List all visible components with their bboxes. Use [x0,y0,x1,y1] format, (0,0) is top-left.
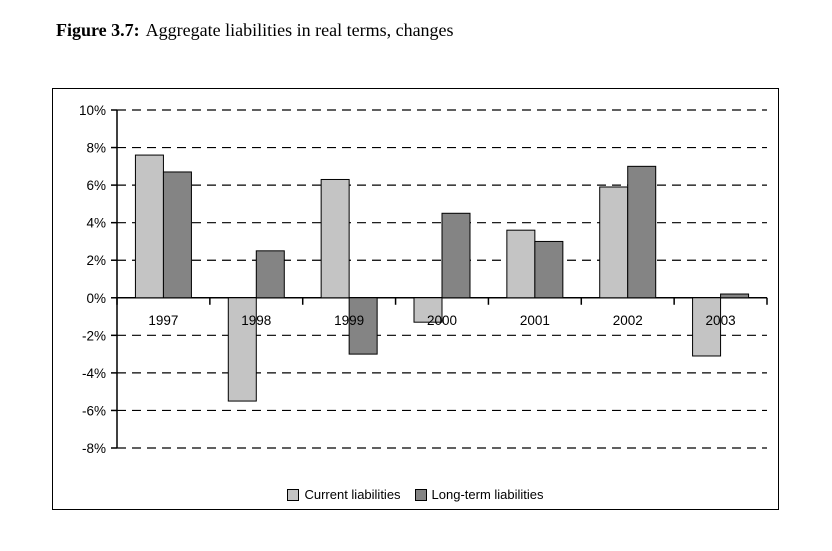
bar-2003-long-term [720,293,750,299]
x-axis-label: 1997 [148,313,178,328]
y-axis-label: 4% [86,216,106,231]
x-axis-label: 1999 [334,313,364,328]
y-axis-label: -6% [82,403,106,418]
figure-number: Figure 3.7: [56,20,140,40]
bar-2002-current [599,186,629,299]
legend-swatch-long-term [414,488,427,501]
bar-1999-current [320,178,350,299]
x-axis-label: 2002 [613,313,643,328]
y-axis-label: -4% [82,366,106,381]
bar-2001-long-term [534,240,564,299]
x-axis-label: 2003 [706,313,736,328]
y-axis-label: 6% [86,178,106,193]
bar-1997-current [134,154,164,299]
bar-2003-current [692,297,722,357]
x-axis-label: 2000 [427,313,457,328]
y-axis-label: 0% [86,291,106,306]
legend-item-current: Current liabilities [287,487,401,502]
figure-title: Figure 3.7: Aggregate liabilities in real… [56,20,454,41]
bar-1997-long-term [162,171,192,299]
figure-caption: Aggregate liabilities in real terms, cha… [145,20,454,40]
bar-chart: 10% 8% 6% 4% 2% 0% -2% -4% -6% -8% 1997 1998 1999 200… [79,103,768,456]
legend-swatch-current [287,488,300,501]
legend-item-long-term: Long-term liabilities [414,487,544,502]
x-axis-label: 2001 [520,313,550,328]
bar-1999-long-term [348,297,378,355]
y-axis-label: 10% [79,103,106,118]
bar-2002-long-term [627,165,657,299]
chart-legend: Current liabilities Long-term liabilitie… [53,487,778,502]
y-axis-label: 2% [86,253,106,268]
legend-label-long-term: Long-term liabilities [431,487,544,502]
bar-2000-current [413,297,443,323]
y-axis-label: -2% [82,328,106,343]
y-axis-label: 8% [86,141,106,156]
x-axis-label: 1998 [241,313,271,328]
bar-2000-long-term [441,212,471,299]
y-axis-label: -8% [82,441,106,456]
bar-2001-current [506,229,536,299]
bar-1998-current [227,297,257,402]
chart-frame: 10% 8% 6% 4% 2% 0% -2% -4% -6% -8% 1997 1998 1999 200… [52,88,779,510]
legend-label-current: Current liabilities [304,487,401,502]
bar-1998-long-term [255,250,285,299]
